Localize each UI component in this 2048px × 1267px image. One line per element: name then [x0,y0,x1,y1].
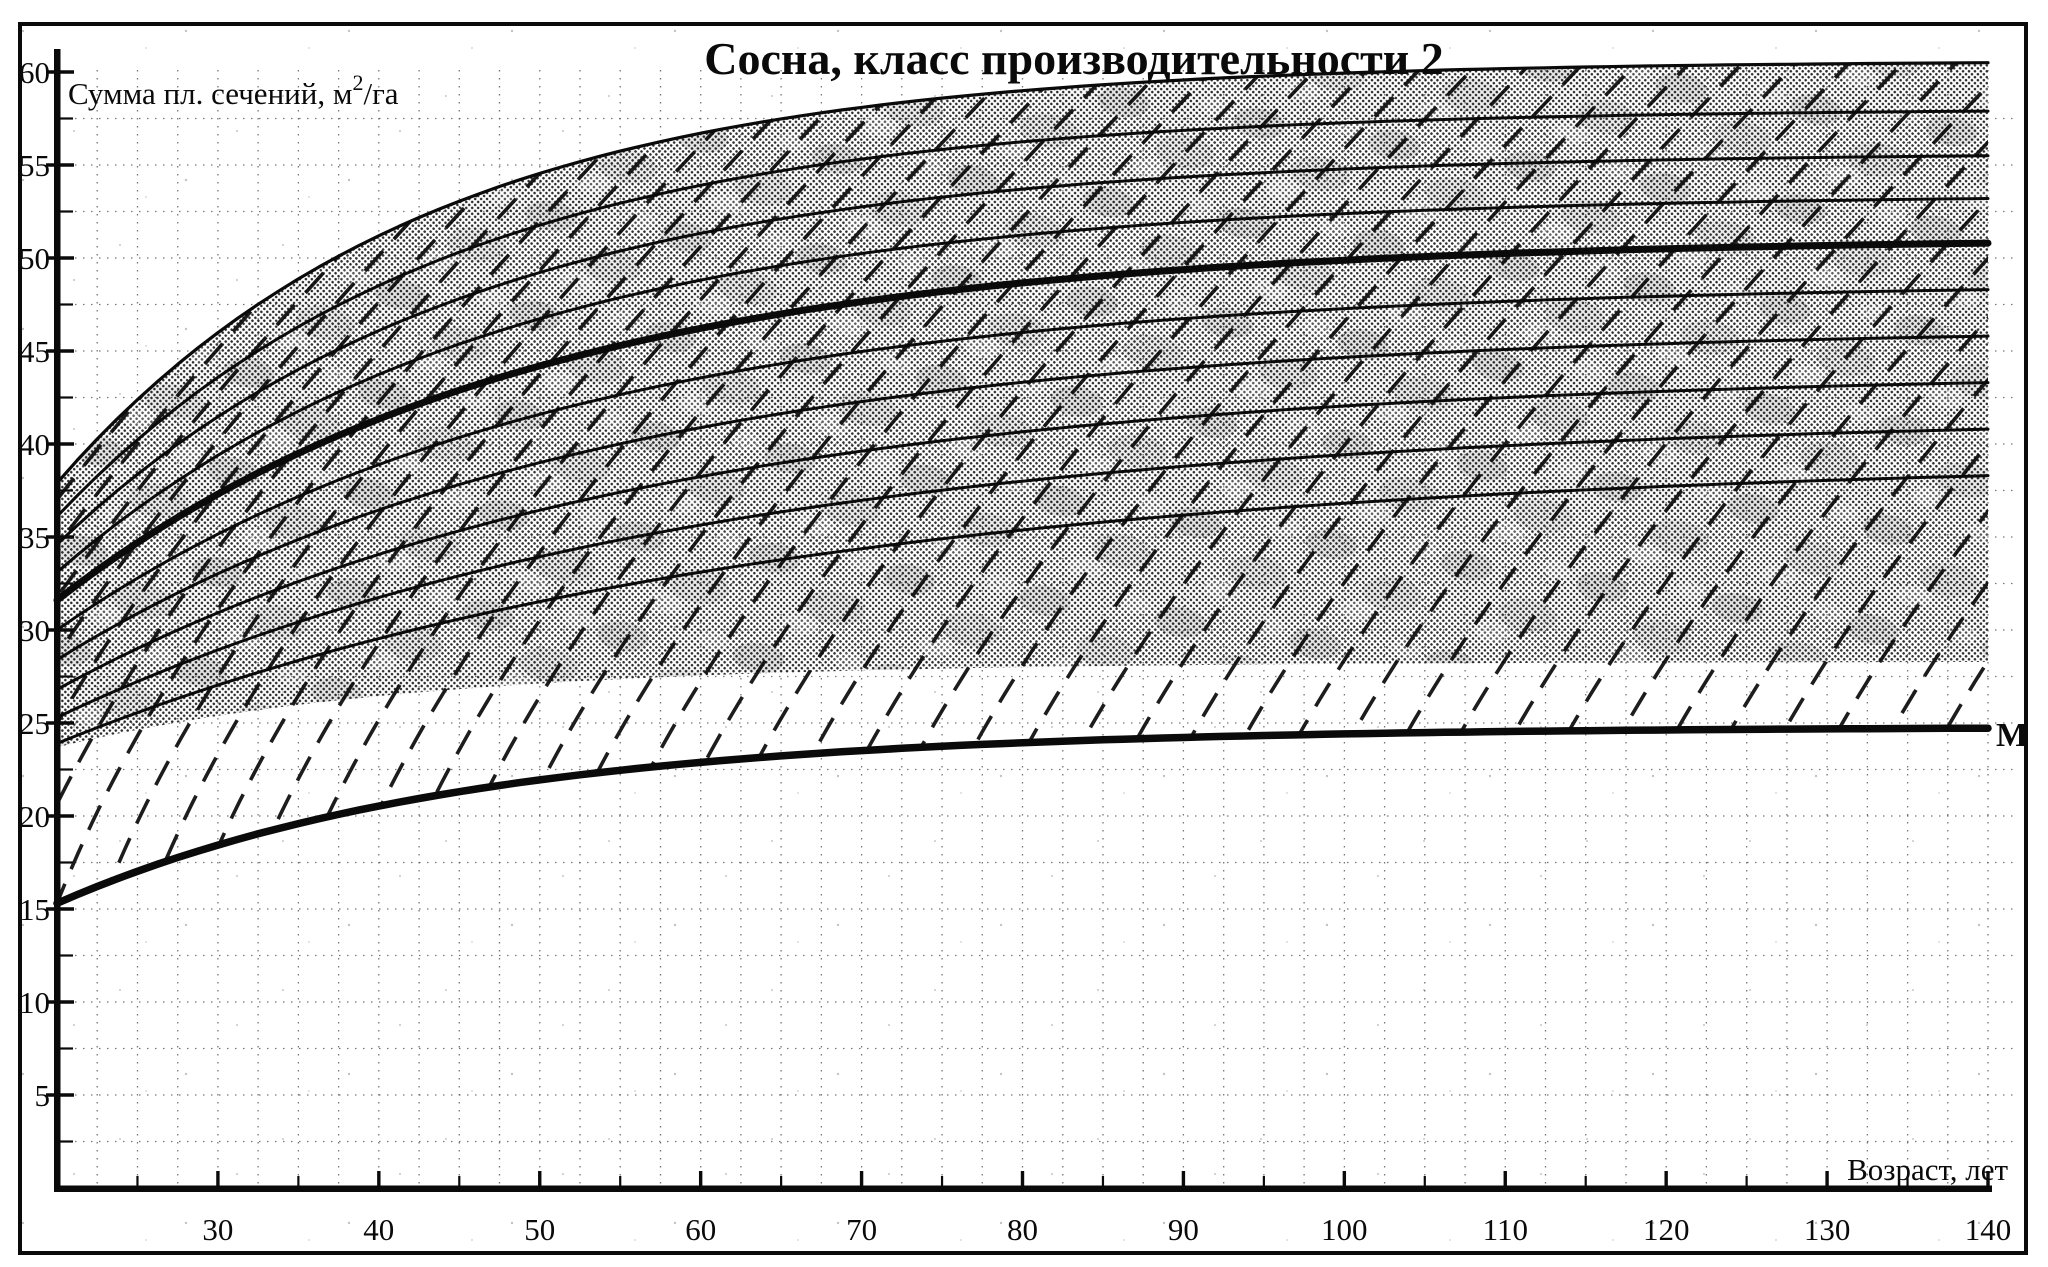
scan-noise-overlay [21,26,2025,1251]
outer-border [18,22,2028,1255]
